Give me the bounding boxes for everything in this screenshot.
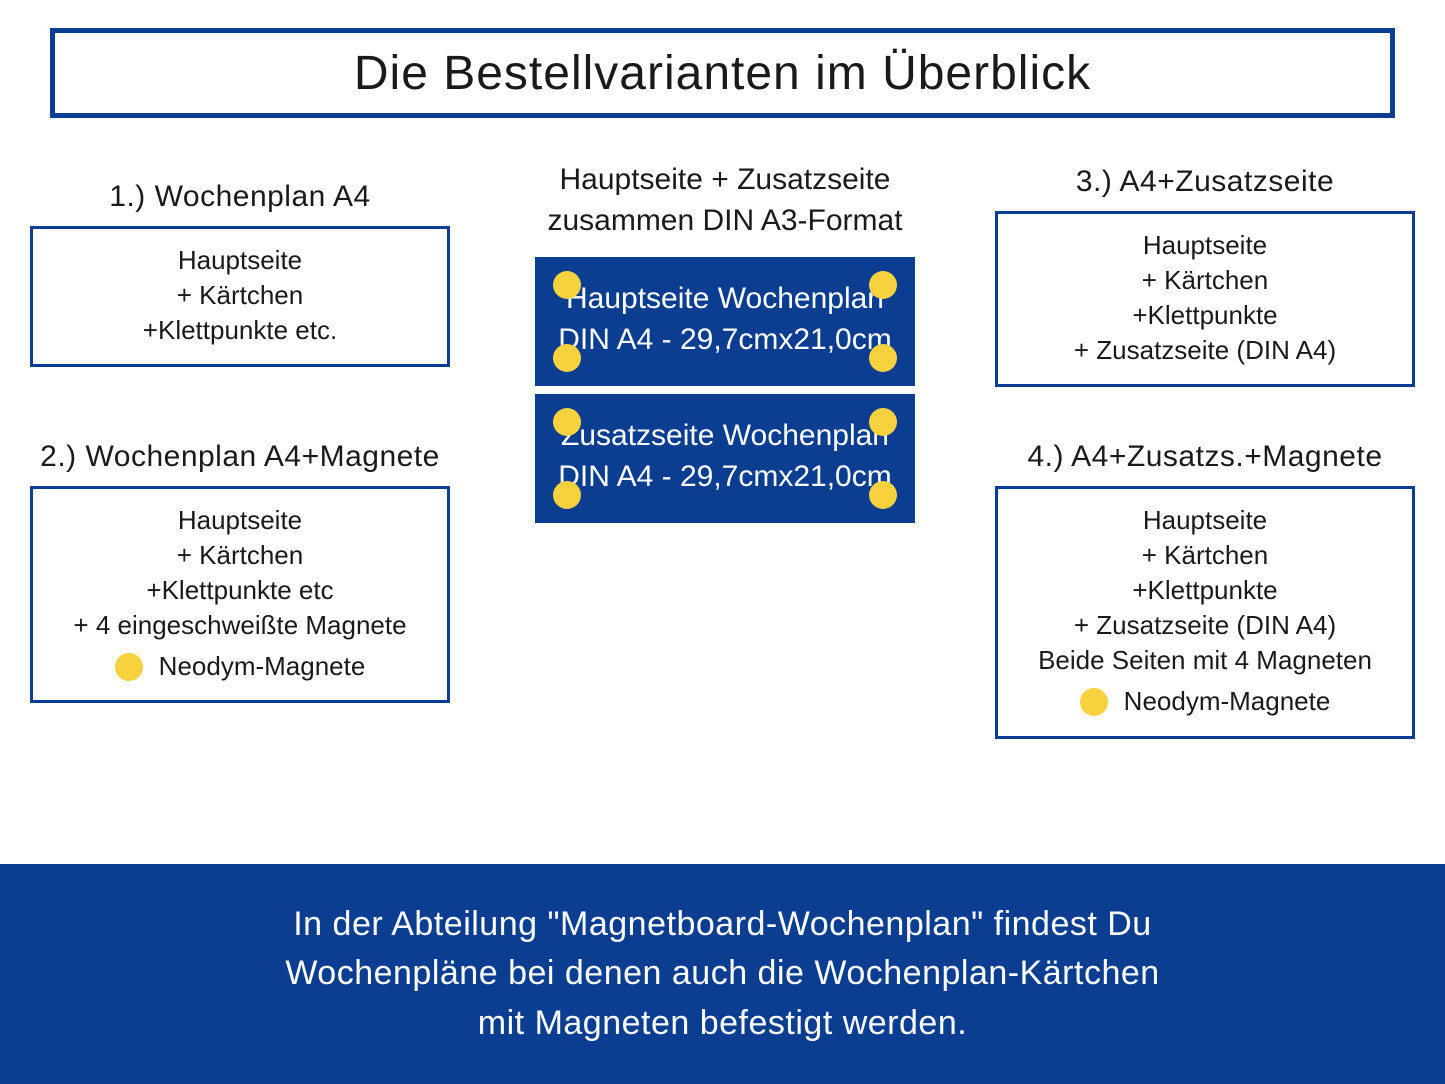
magnet-dot-icon: [869, 481, 897, 509]
variant-3: 3.) A4+Zusatzseite Hauptseite + Kärtchen…: [995, 165, 1415, 387]
center-heading-line: Hauptseite + Zusatzseite: [559, 163, 890, 196]
magnet-dot-icon: [115, 653, 143, 681]
variant-4-line: Hauptseite: [1008, 503, 1402, 538]
hauptseite-line: 29,7cmx21,0cm: [680, 323, 892, 356]
footer-line: mit Magneten befestigt werden.: [285, 999, 1159, 1048]
variant-3-line: Hauptseite: [1008, 228, 1402, 263]
variant-1-box: Hauptseite + Kärtchen +Klettpunkte etc.: [30, 226, 450, 367]
title-box: Die Bestellvarianten im Überblick: [50, 28, 1395, 118]
magnet-dot-icon: [553, 344, 581, 372]
magnet-dot-icon: [869, 271, 897, 299]
variant-3-heading: 3.) A4+Zusatzseite: [995, 165, 1415, 199]
variant-4-line: + Kärtchen: [1008, 538, 1402, 573]
variant-1-line: + Kärtchen: [43, 278, 437, 313]
variant-3-line: + Kärtchen: [1008, 263, 1402, 298]
magnet-dot-icon: [869, 408, 897, 436]
variant-4-heading: 4.) A4+Zusatzs.+Magnete: [995, 440, 1415, 474]
hauptseite-line: Wochenplan: [718, 282, 884, 315]
variant-2: 2.) Wochenplan A4+Magnete Hauptseite + K…: [30, 440, 450, 703]
footer-banner: In der Abteilung "Magnetboard-Wochenplan…: [0, 864, 1445, 1084]
variant-4: 4.) A4+Zusatzs.+Magnete Hauptseite + Kär…: [995, 440, 1415, 739]
variant-2-line: + 4 eingeschweißte Magnete: [43, 608, 437, 643]
footer-line: Wochenpläne bei denen auch die Wochenpla…: [285, 949, 1159, 998]
variant-4-line: +Klettpunkte: [1008, 573, 1402, 608]
variant-1-line: +Klettpunkte etc.: [43, 313, 437, 348]
variant-4-box: Hauptseite + Kärtchen +Klettpunkte + Zus…: [995, 486, 1415, 739]
variant-2-box: Hauptseite + Kärtchen +Klettpunkte etc +…: [30, 486, 450, 703]
variant-4-line: + Zusatzseite (DIN A4): [1008, 608, 1402, 643]
zusatzseite-line: Zusatzseite: [561, 419, 714, 452]
variant-3-line: + Zusatzseite (DIN A4): [1008, 333, 1402, 368]
variant-2-line: +Klettpunkte etc: [43, 573, 437, 608]
center-heading: Hauptseite + Zusatzseite zusammen DIN A3…: [490, 160, 960, 241]
variant-2-line: + Kärtchen: [43, 538, 437, 573]
variant-2-magnet-row: Neodym-Magnete: [43, 649, 437, 684]
center-heading-line: zusammen DIN A3-Format: [547, 204, 902, 237]
variant-4-line: Beide Seiten mit 4 Magneten: [1008, 643, 1402, 678]
variant-1-line: Hauptseite: [43, 243, 437, 278]
magnet-dot-icon: [553, 481, 581, 509]
variant-3-line: +Klettpunkte: [1008, 298, 1402, 333]
zusatzseite-card: Zusatzseite Wochenplan DIN A4 - 29,7cmx2…: [535, 394, 915, 523]
page-title: Die Bestellvarianten im Überblick: [354, 46, 1091, 101]
variant-3-box: Hauptseite + Kärtchen +Klettpunkte + Zus…: [995, 211, 1415, 387]
variant-4-magnet-label: Neodym-Magnete: [1124, 684, 1331, 719]
magnet-dot-icon: [553, 271, 581, 299]
magnet-dot-icon: [553, 408, 581, 436]
magnet-dot-icon: [869, 344, 897, 372]
variant-2-line: Hauptseite: [43, 503, 437, 538]
variant-2-heading: 2.) Wochenplan A4+Magnete: [30, 440, 450, 474]
hauptseite-card: Hauptseite Wochenplan DIN A4 - 29,7cmx21…: [535, 257, 915, 386]
magnet-dot-icon: [1080, 688, 1108, 716]
variant-2-magnet-label: Neodym-Magnete: [159, 649, 366, 684]
footer-text: In der Abteilung "Magnetboard-Wochenplan…: [285, 900, 1159, 1048]
hauptseite-line: Hauptseite: [566, 282, 709, 315]
variant-1-heading: 1.) Wochenplan A4: [30, 180, 450, 214]
variant-1: 1.) Wochenplan A4 Hauptseite + Kärtchen …: [30, 180, 450, 367]
zusatzseite-line: Wochenplan: [723, 419, 889, 452]
zusatzseite-line: 29,7cmx21,0cm: [680, 460, 892, 493]
footer-line: In der Abteilung "Magnetboard-Wochenplan…: [285, 900, 1159, 949]
variant-4-magnet-row: Neodym-Magnete: [1008, 684, 1402, 719]
center-column: Hauptseite + Zusatzseite zusammen DIN A3…: [490, 160, 960, 523]
